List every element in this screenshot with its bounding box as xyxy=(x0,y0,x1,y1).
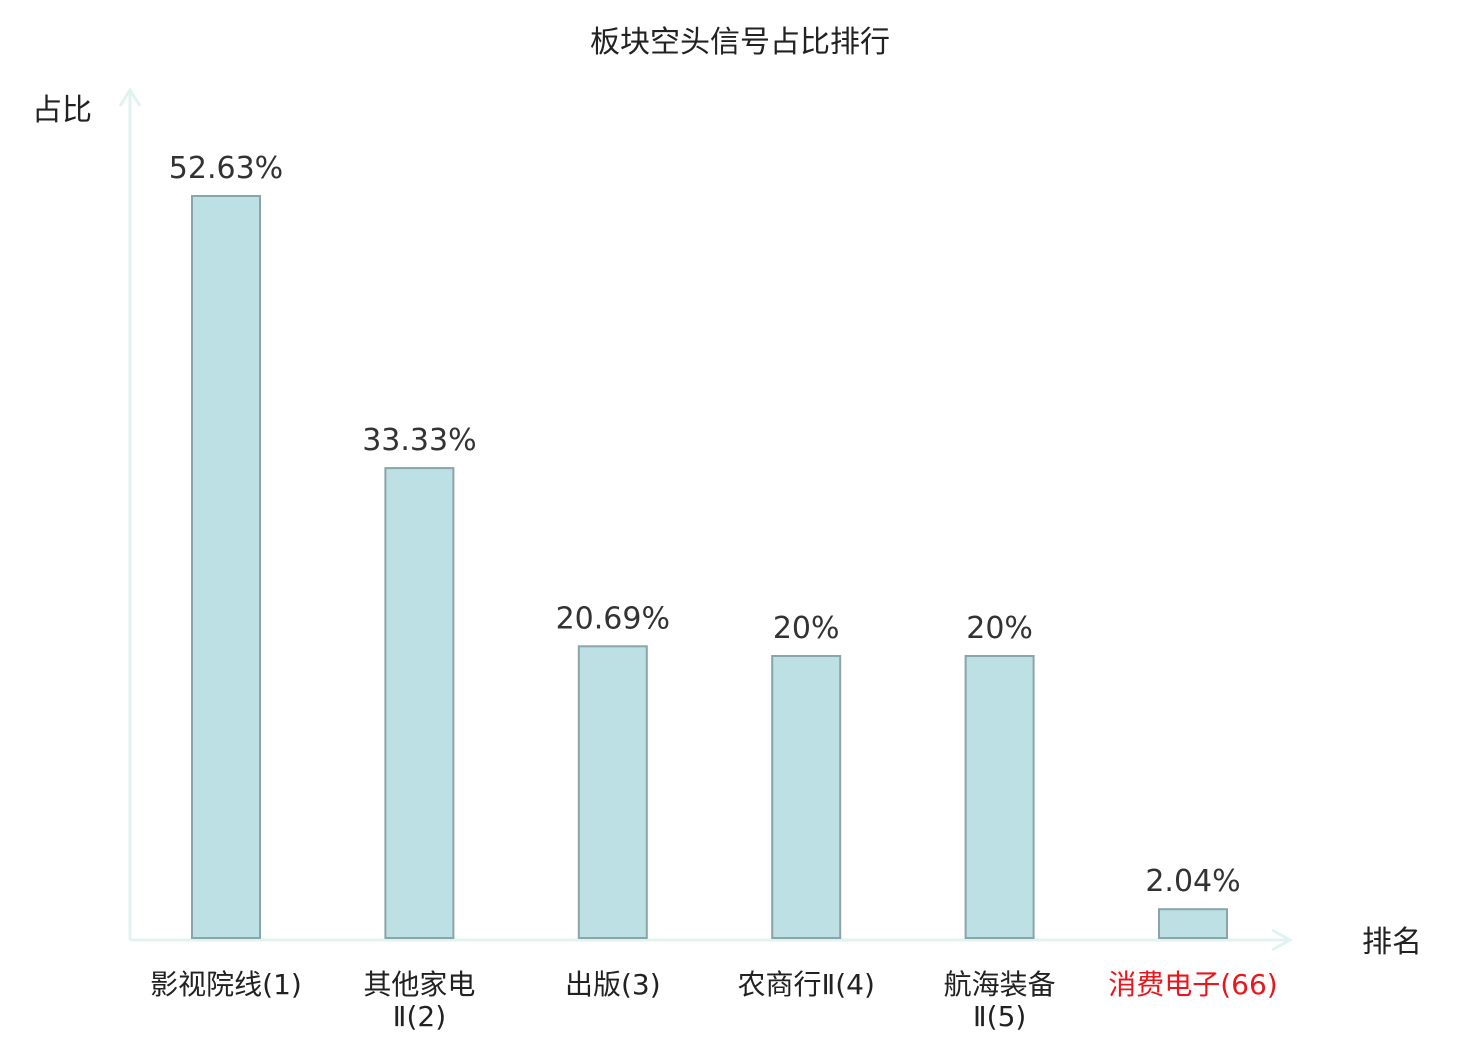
bar xyxy=(577,645,648,939)
y-axis xyxy=(118,87,142,940)
x-axis xyxy=(130,928,1294,952)
value-labels-group: 52.63% 33.33% 20.69% 20% 20% 2.04% xyxy=(169,151,1241,899)
bar xyxy=(964,655,1035,939)
x-tick-label: Ⅱ(5) xyxy=(973,1000,1026,1033)
x-tick-label: 其他家电 xyxy=(363,968,475,1001)
bar-value-label: 20% xyxy=(773,611,840,646)
chart-title: 板块空头信号占比排行 xyxy=(590,25,890,60)
x-tick-label: 农商行Ⅱ(4) xyxy=(737,968,874,1001)
y-axis-arrow xyxy=(118,87,142,107)
bar-value-label: 52.63% xyxy=(169,151,283,186)
x-axis-label: 排名 xyxy=(1362,925,1422,960)
x-axis-arrow xyxy=(1271,928,1294,952)
bar-value-label: 33.33% xyxy=(362,423,476,458)
bar xyxy=(1158,908,1228,940)
bar-value-label: 2.04% xyxy=(1145,864,1240,899)
x-tick-label: Ⅱ(2) xyxy=(393,1000,446,1033)
bar xyxy=(384,467,455,939)
bar-value-label: 20.69% xyxy=(556,601,670,636)
bars-group xyxy=(191,195,1228,940)
x-tick-label: 影视院线(1) xyxy=(150,968,302,1001)
x-tick-label: 航海装备 xyxy=(944,968,1056,1001)
bar xyxy=(771,655,842,939)
bar-value-label: 20% xyxy=(966,611,1033,646)
bar xyxy=(191,195,261,939)
x-tick-label: 出版(3) xyxy=(565,968,661,1001)
x-tick-label: 消费电子(66) xyxy=(1108,968,1277,1001)
y-axis-label: 占比 xyxy=(32,93,92,128)
